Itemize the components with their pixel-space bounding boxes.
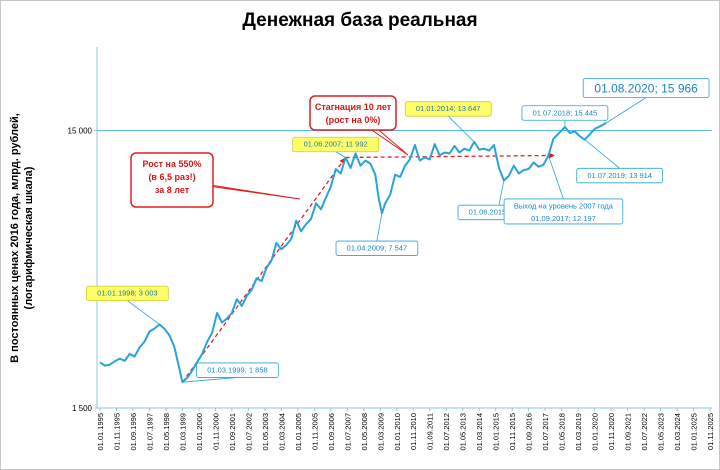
x-tick-label: 01.05.2018 (558, 413, 567, 451)
x-tick-label: 01.03.2019 (574, 413, 583, 451)
annotation-leader (498, 180, 505, 206)
annotation-box (576, 167, 664, 184)
callout-text: (рост на 0%) (326, 115, 381, 125)
annotation-leader (335, 151, 346, 158)
callout-box (309, 95, 397, 131)
y-tick-label: 15 000 (68, 127, 93, 136)
x-tick-label: 01.05.2023 (657, 413, 666, 451)
callout-text: за 8 лет (155, 185, 190, 195)
x-tick-label: 01.07.2007 (343, 413, 352, 451)
annotation-label: 01.07.2018; 15 445 (533, 108, 598, 117)
annotation-leader (447, 115, 475, 143)
x-tick-label: 01.03.2024 (673, 413, 682, 451)
x-tick-label: 01.09.2011 (426, 413, 435, 450)
x-tick-label: 01.03.2014 (475, 413, 484, 451)
x-tick-label: 01.07.2017 (541, 413, 550, 451)
x-tick-label: 01.05.2013 (459, 413, 468, 451)
callout-text: Рост на 550% (142, 159, 201, 169)
x-tick-label: 01.07.2012 (442, 413, 451, 451)
annotation-leader (127, 300, 160, 325)
callout-text: (в 6,5 раз!) (148, 172, 195, 182)
x-tick-label: 01.03.1999 (178, 413, 187, 451)
x-tick-label: 01.01.2005 (294, 413, 303, 451)
annotation-box (335, 240, 419, 256)
annotation-box (582, 78, 710, 98)
annotation-box (404, 101, 492, 117)
annotation-box (86, 285, 169, 302)
annotation-leader (605, 97, 647, 124)
x-tick-label: 01.11.2010 (409, 413, 418, 450)
trend-line (181, 157, 347, 383)
x-tick-label: 01.01.2000 (195, 413, 204, 451)
trend-arrow-head (548, 152, 556, 159)
annotation-label: 01.01.2014; 13 647 (416, 104, 481, 113)
x-tick-label: 01.05.2008 (360, 413, 369, 451)
x-tick-label: 01.11.1995 (112, 413, 121, 450)
x-tick-label: 01.11.2020 (607, 413, 616, 450)
x-tick-label: 01.01.2020 (591, 413, 600, 451)
x-tick-label: 01.11.2000 (211, 413, 220, 450)
annotation-label: 01.01.1998; 3 003 (97, 289, 157, 298)
x-tick-label: 01.09.2016 (525, 413, 534, 451)
callout-text: Стагнация 10 лет (315, 102, 392, 112)
annotation-label: Выход на уровень 2007 года (514, 201, 614, 210)
annotation-label: 01.03.1999; 1 858 (207, 365, 267, 374)
x-tick-label: 01.07.2022 (640, 413, 649, 451)
series-line (99, 122, 607, 384)
annotation-label-2: 01.09.2017; 12 197 (531, 214, 596, 223)
annotation-leader (376, 213, 383, 242)
x-tick-label: 01.03.2009 (376, 413, 385, 451)
annotation-label: 01.06.2007; 11 992 (304, 140, 368, 149)
x-tick-label: 01.09.2001 (228, 413, 237, 451)
x-tick-label: 01.05.2003 (261, 413, 270, 451)
x-tick-label: 01.07.2002 (244, 413, 253, 451)
annotation-leader (548, 155, 564, 200)
trend-line (345, 154, 556, 159)
annotation-label: 01.06.2015; 9 912 (469, 208, 529, 217)
x-tick-label: 01.09.1996 (129, 413, 138, 451)
x-tick-label: 01.07.1997 (145, 413, 154, 451)
annotation-box (521, 105, 609, 121)
x-tick-label: 01.01.2010 (393, 413, 402, 451)
y-tick-label: 1 500 (72, 404, 93, 413)
x-tick-label: 01.09.2006 (327, 413, 336, 451)
annotation-label: 01.08.2020; 15 966 (594, 82, 698, 96)
x-tick-label: 01.11.2025 (706, 413, 715, 450)
annotation-label: 01.04.2009; 7 547 (347, 244, 407, 253)
annotation-label: 01.07.2019; 13 914 (587, 171, 652, 180)
x-tick-label: 01.11.2015 (508, 413, 517, 450)
annotation-leader (584, 139, 620, 169)
annotation-box (503, 198, 624, 225)
x-tick-label: 01.01.2015 (492, 413, 501, 451)
x-tick-label: 01.09.2021 (624, 413, 633, 451)
x-tick-label: 01.11.2005 (310, 413, 319, 450)
annotation-box (292, 136, 379, 153)
annotation-leader (182, 377, 238, 383)
x-tick-label: 01.01.2025 (690, 413, 699, 451)
x-tick-label: 01.01.1995 (96, 413, 105, 451)
annotation-box (196, 362, 279, 378)
chart-title: Денежная база реальная (242, 10, 478, 31)
x-tick-label: 01.05.1998 (162, 413, 171, 451)
x-tick-label: 01.03.2004 (277, 413, 286, 451)
callout-box (130, 152, 214, 208)
